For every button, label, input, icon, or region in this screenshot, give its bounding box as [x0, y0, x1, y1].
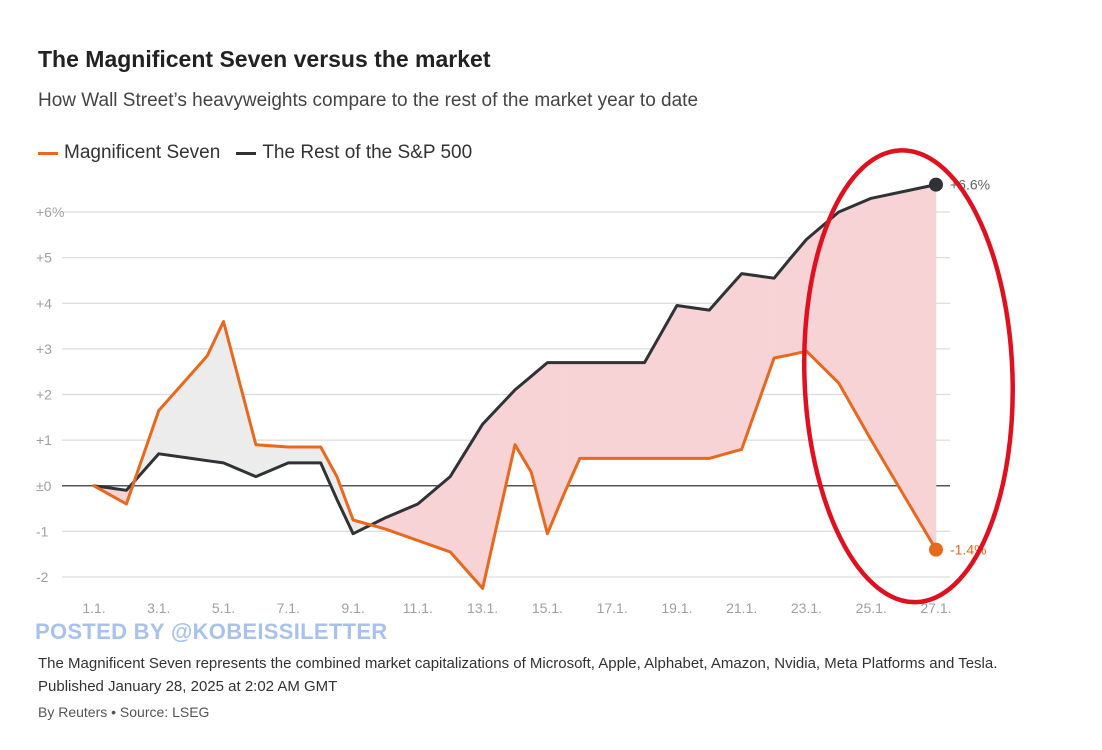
x-tick-label: 3.1.: [147, 600, 170, 616]
shaded-segment: [628, 362, 645, 459]
end-marker-rest-of-sp500: [929, 177, 943, 192]
y-tick-label: +1: [36, 432, 52, 448]
x-tick-label: 15.1.: [532, 600, 563, 616]
watermark: POSTED BY @KOBEISSILETTER: [35, 619, 388, 644]
x-tick-label: 23.1.: [791, 600, 822, 616]
source-credit: By Reuters • Source: LSEG: [38, 704, 210, 720]
highlight-ellipse: [801, 148, 1015, 605]
line-chart: -2 -1 ±0 +1 +2 +3 +4 +5 +6% 1.1. 3.1. 5.1. 7.1. 9.1. 1…: [36, 148, 1015, 616]
legend-label-mag7: Magnificent Seven: [64, 142, 221, 163]
shaded-segment: [158, 373, 192, 459]
chart-title: The Magnificent Seven versus the market: [38, 46, 491, 72]
x-tick-label: 21.1.: [726, 600, 757, 616]
shaded-segment: [644, 304, 678, 459]
x-tick-label: 27.1.: [920, 600, 951, 616]
shaded-segment: [676, 305, 710, 459]
series-line-rest-of-sp500: [92, 183, 938, 536]
chart-subtitle: How Wall Street’s heavyweights compare t…: [38, 90, 699, 111]
shaded-segment: [611, 362, 629, 459]
x-tick-label: 19.1.: [661, 600, 692, 616]
shaded-segment: [207, 321, 224, 464]
x-tick-label: 11.1.: [403, 600, 433, 616]
y-tick-label: +4: [36, 295, 52, 311]
shaded-segment: [288, 446, 321, 464]
legend-swatch-mag7: [38, 151, 58, 155]
shaded-area-mag7-below: [93, 184, 937, 590]
legend-swatch-rest: [236, 151, 257, 155]
shaded-segment: [725, 272, 742, 455]
shaded-segment: [903, 184, 937, 551]
y-tick-label: +6%: [36, 204, 64, 220]
legend-item-rest: The Rest of the S&P 500: [236, 142, 472, 164]
x-tick-label: 9.1.: [341, 600, 364, 616]
shaded-segment: [838, 197, 872, 442]
x-tick-label: 25.1.: [856, 600, 887, 616]
shaded-segment: [417, 475, 451, 553]
end-marker-magnificent-seven: [929, 542, 943, 557]
y-tick-label: +2: [36, 387, 52, 403]
shaded-segment: [595, 362, 613, 459]
series-line-magnificent-seven: [92, 320, 938, 590]
x-tick-label: 13.1.: [467, 600, 498, 616]
y-tick-label: ±0: [36, 478, 52, 494]
y-tick-label: -2: [36, 569, 49, 585]
x-tick-label: 1.1.: [82, 600, 105, 616]
y-tick-label: -1: [36, 523, 49, 539]
legend-label-rest: The Rest of the S&P 500: [262, 142, 473, 163]
shaded-segment: [709, 291, 726, 459]
legend-item-mag7: Magnificent Seven: [38, 142, 220, 164]
y-tick-label: +3: [36, 341, 52, 357]
x-tick-label: 7.1.: [277, 600, 300, 616]
legend: Magnificent Seven The Rest of the S&P 50…: [38, 142, 488, 164]
shaded-segment: [547, 362, 564, 534]
x-tick-label: 5.1.: [212, 600, 235, 616]
footnote: The Magnificent Seven represents the com…: [38, 655, 998, 695]
x-tick-label: 17.1.: [597, 600, 628, 616]
shaded-segment: [255, 444, 289, 478]
shaded-segment: [579, 362, 597, 459]
y-tick-label: +5: [36, 250, 52, 266]
